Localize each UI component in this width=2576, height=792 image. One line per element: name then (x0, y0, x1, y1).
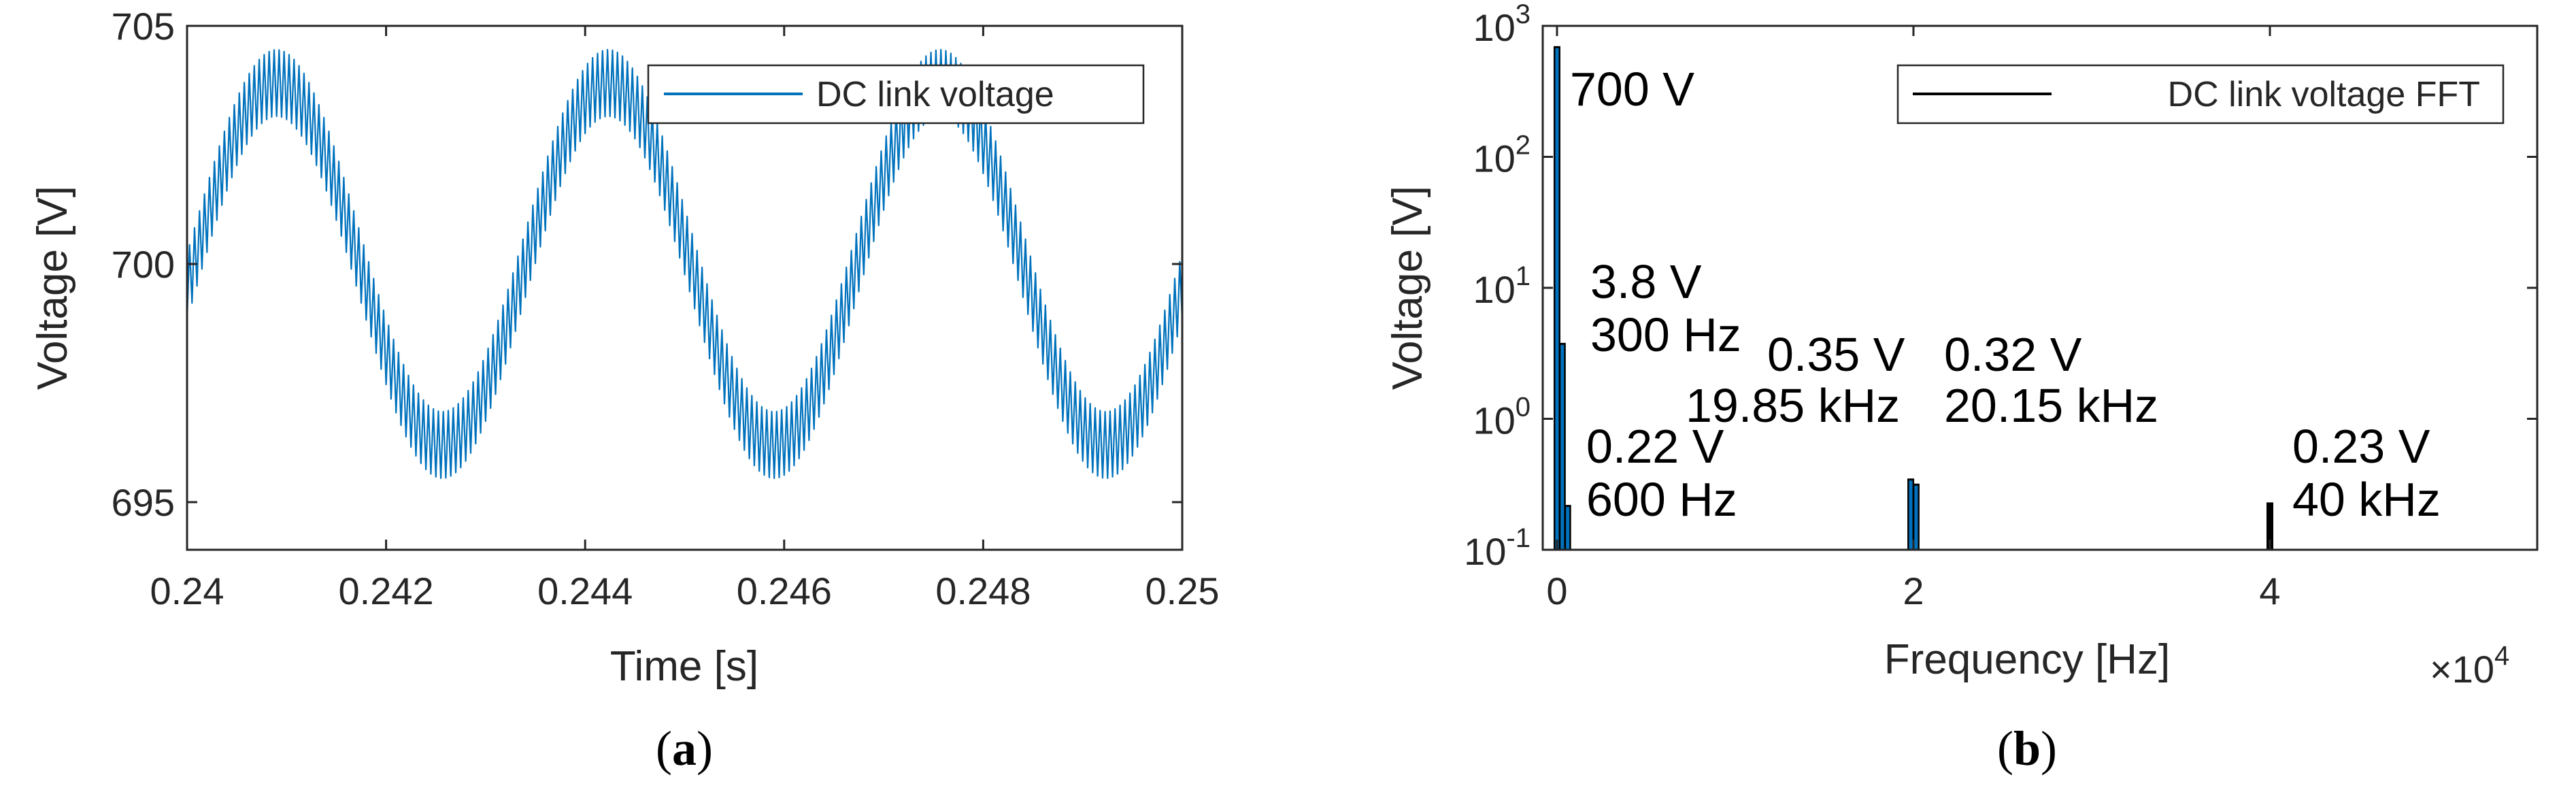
chart-b-y-axis-title: Voltage [V] (1384, 186, 1431, 390)
chart-b-x-axis-title: Frequency [Hz] (1884, 636, 2170, 683)
chart-a-series-line (186, 48, 1184, 480)
chart-b-y-tick-label: 100 (1473, 393, 1530, 442)
chart-a-x-ticks: 0.24 0.242 0.244 0.246 0.248 0.25 (150, 26, 1220, 612)
chart-a-y-ticks: 695 700 705 (112, 5, 1182, 524)
chart-b-annotation-f40000-line: 40 kHz (2292, 473, 2441, 526)
chart-a-x-tick-label: 0.25 (1145, 570, 1220, 612)
chart-a-legend: DC link voltage (647, 64, 1145, 125)
chart-a-y-tick-label: 705 (112, 5, 175, 48)
chart-a-y-axis-title: Voltage [V] (29, 186, 76, 390)
chart-b-y-tick-label: 101 (1473, 261, 1530, 311)
chart-b-annotation-dc-line: 700 V (1570, 63, 1694, 116)
chart-b-x-tick-label: 2 (1903, 570, 1924, 612)
chart-b-annotation-f300-line: 3.8 V (1590, 255, 1702, 308)
chart-a-x-tick-label: 0.248 (935, 570, 1031, 612)
chart-b-annotation-f600-line: 600 Hz (1586, 473, 1737, 526)
chart-a-x-tick-label: 0.24 (150, 570, 224, 612)
chart-b-bar (1560, 344, 1565, 550)
chart-b-bar (1566, 507, 1570, 550)
chart-a-axes-box (186, 24, 1184, 551)
chart-b-caption: (b) (1997, 721, 2057, 776)
chart-a-series-group (186, 48, 1184, 480)
chart-a-y-tick-label: 695 (112, 481, 175, 524)
chart-a: 0.24 0.242 0.244 0.246 0.248 0.25 695 700 705 T… (29, 5, 1220, 776)
chart-b-legend-label: DC link voltage FFT (2168, 75, 2480, 114)
chart-b-legend: DC link voltage FFT (1896, 64, 2505, 125)
chart-b-x-exponent: ×104 (2430, 641, 2509, 691)
chart-b-annotation-f20150-line: 20.15 kHz (1944, 379, 2158, 432)
chart-b-bars (1553, 46, 2273, 550)
chart-a-legend-label: DC link voltage (816, 75, 1054, 114)
chart-a-caption: (a) (656, 721, 713, 776)
chart-b-annotation-f20150-line: 0.32 V (1944, 328, 2082, 381)
chart-b-annotation-f19850-line: 0.35 V (1767, 328, 1905, 381)
chart-b-annotation-f300-line: 300 Hz (1590, 308, 1741, 361)
chart-b-y-tick-label: 102 (1473, 131, 1530, 180)
chart-b-bar (1555, 48, 1559, 550)
chart-b-bar (1914, 485, 1918, 550)
chart-b-y-tick-label: 10-1 (1464, 523, 1530, 573)
chart-a-x-tick-label: 0.246 (737, 570, 832, 612)
chart-a-y-tick-label: 700 (112, 243, 175, 286)
chart-a-x-axis-title: Time [s] (610, 643, 758, 690)
chart-a-x-tick-label: 0.244 (537, 570, 633, 612)
chart-b-y-ticks: 10-1 100 101 102 103 (1464, 0, 2537, 573)
chart-b-annotation-f600-line: 0.22 V (1586, 420, 1724, 473)
chart-b-x-ticks: 0 2 4 (1546, 26, 2281, 612)
chart-b-y-tick-label: 103 (1473, 0, 1530, 49)
chart-b-x-tick-label: 4 (2259, 570, 2280, 612)
chart-b-annotation-f19850-line: 19.85 kHz (1686, 379, 1900, 432)
chart-b-annotation-f40000-line: 0.23 V (2292, 420, 2430, 473)
chart-a-x-tick-label: 0.242 (339, 570, 434, 612)
chart-b-bar (1909, 480, 1913, 550)
chart-b-bar (2268, 504, 2272, 550)
chart-b-x-tick-label: 0 (1546, 570, 1567, 612)
